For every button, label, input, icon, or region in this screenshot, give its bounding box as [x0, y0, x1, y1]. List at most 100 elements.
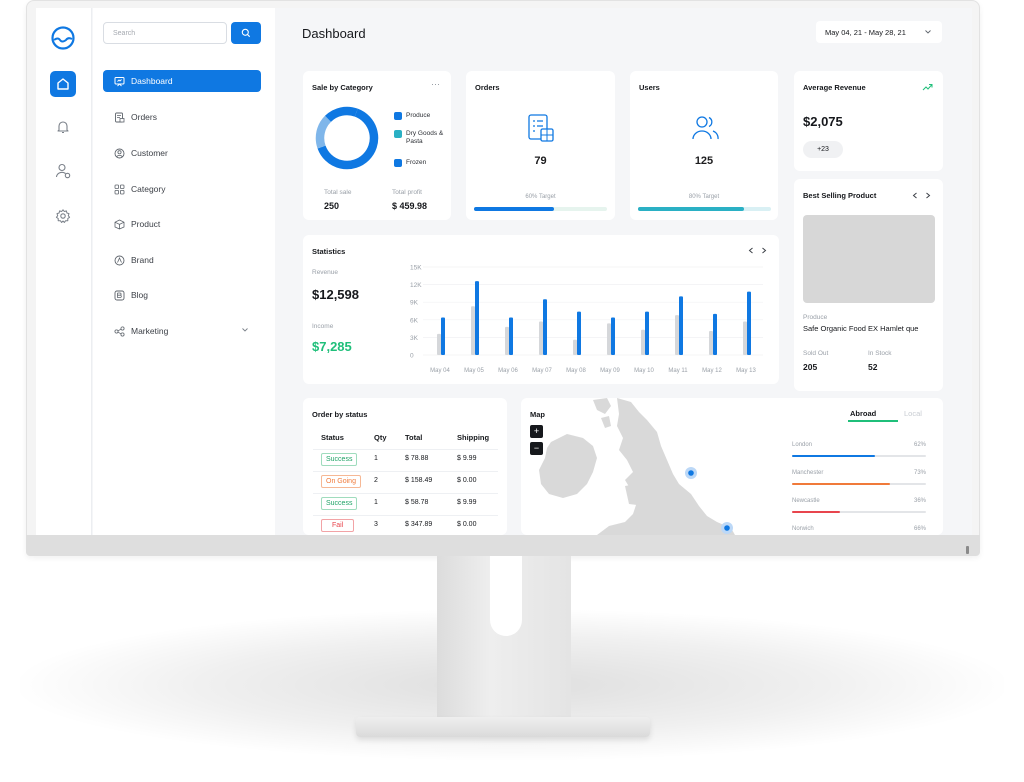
more-menu-icon[interactable]: ··· [431, 79, 440, 89]
x-tick-label: May 06 [498, 368, 518, 374]
card-title: Orders [475, 83, 500, 92]
cell-qty: 2 [374, 477, 378, 484]
x-tick-label: May 13 [736, 368, 756, 374]
bar-secondary[interactable] [539, 321, 543, 355]
chevron-down-icon [925, 30, 931, 34]
date-range-picker[interactable]: May 04, 21 - May 28, 21 [816, 21, 942, 43]
bar-secondary[interactable] [505, 326, 509, 355]
legend-label: Dry Goods & Pasta [406, 130, 444, 145]
zoom-out-button[interactable]: − [530, 442, 543, 455]
bar-primary[interactable] [747, 291, 751, 355]
chevron-left-icon[interactable] [748, 247, 754, 254]
bar-secondary[interactable] [675, 315, 679, 355]
card-title: Order by status [312, 410, 368, 419]
region-name: Newcastle [792, 498, 820, 504]
bar-secondary[interactable] [471, 306, 475, 355]
x-tick-label: May 04 [430, 368, 450, 374]
users-target-label: 80% Target [688, 194, 720, 200]
revenue-badge: +23 [803, 141, 843, 158]
chevron-left-icon[interactable] [912, 192, 918, 199]
monitor-base [356, 717, 650, 737]
settings-icon[interactable] [50, 203, 76, 229]
region-percent: 36% [913, 498, 926, 504]
orders-card: Orders 79 60% Target [466, 71, 615, 220]
column-header-shipping: Shipping [457, 433, 490, 442]
donut-chart [315, 106, 379, 170]
card-title: Best Selling Product [803, 191, 877, 200]
users-icon [692, 116, 719, 140]
in-stock-label: In Stock [868, 350, 892, 357]
chevron-right-icon[interactable] [761, 247, 767, 254]
region-name: Manchester [792, 470, 824, 476]
best-selling-card: Best Selling Product Produce Safe Organi… [794, 179, 943, 391]
column-header-total: Total [405, 433, 423, 442]
average-revenue-card: Average Revenue $2,075 +23 [794, 71, 943, 171]
home-icon[interactable] [50, 71, 76, 97]
bar-primary[interactable] [577, 311, 581, 355]
user-settings-icon[interactable] [50, 158, 76, 184]
bar-primary[interactable] [679, 296, 683, 355]
search-input[interactable]: Search [103, 22, 227, 44]
bar-secondary[interactable] [709, 330, 713, 355]
orders-icon [113, 111, 125, 123]
sidebar-item-label: Dashboard [131, 76, 173, 86]
revenue-value: $12,598 [312, 287, 359, 302]
logo-icon[interactable] [50, 25, 76, 51]
total-profit-value: $ 459.98 [392, 201, 428, 211]
sidebar-item-customer[interactable]: Customer [103, 142, 261, 164]
bar-primary[interactable] [713, 313, 717, 355]
users-progress-track [638, 207, 771, 211]
bar-secondary[interactable] [743, 321, 747, 355]
sidebar-item-dashboard[interactable]: Dashboard [103, 70, 261, 92]
bar-primary[interactable] [543, 299, 547, 355]
column-header-status: Status [321, 433, 344, 442]
sidebar-item-brand[interactable]: Brand [103, 249, 261, 271]
sidebar-item-category[interactable]: Category [103, 178, 261, 200]
sidebar-item-orders[interactable]: Orders [103, 106, 261, 128]
chevron-down-icon[interactable] [241, 327, 249, 333]
date-range-text: May 04, 21 - May 28, 21 [825, 27, 906, 37]
uk-map[interactable] [521, 398, 781, 535]
sidebar-item-product[interactable]: Product [103, 213, 261, 235]
bar-secondary[interactable] [641, 329, 645, 355]
row-divider [313, 471, 498, 472]
bar-secondary[interactable] [607, 323, 611, 355]
card-title: Statistics [312, 247, 346, 256]
bar-primary[interactable] [475, 281, 479, 355]
legend-swatch [394, 159, 402, 167]
zoom-in-button[interactable]: + [530, 425, 543, 438]
region-percent: 62% [913, 442, 926, 448]
sidebar-item-marketing[interactable]: Marketing [103, 320, 261, 342]
region-percent: 73% [913, 470, 926, 476]
x-tick-label: May 08 [566, 368, 586, 374]
bell-icon[interactable] [50, 114, 76, 140]
sidebar-item-blog[interactable]: Blog [103, 284, 261, 306]
monitor-chin [26, 535, 980, 556]
search-button[interactable] [231, 22, 261, 44]
sidebar-item-label: Product [131, 219, 161, 229]
bar-primary[interactable] [441, 317, 445, 355]
tab-abroad[interactable]: Abroad [850, 409, 877, 418]
row-divider [313, 515, 498, 516]
y-tick-label: 15K [410, 265, 422, 272]
product-category: Produce [803, 314, 828, 321]
product-icon [113, 218, 125, 230]
bar-primary[interactable] [645, 311, 649, 355]
legend-dry-goods: Dry Goods & Pasta [394, 130, 444, 146]
bar-secondary[interactable] [437, 333, 441, 355]
sidebar-item-label: Customer [131, 148, 168, 158]
sidebar-item-label: Orders [131, 112, 157, 122]
y-tick-label: 3K [410, 335, 419, 342]
status-badge: Fail [321, 519, 355, 532]
orders-icon [528, 114, 554, 142]
legend-label: Produce [406, 112, 431, 119]
bar-primary[interactable] [611, 317, 615, 355]
chevron-right-icon[interactable] [925, 192, 931, 199]
bar-primary[interactable] [509, 317, 513, 355]
donut-slice-frozen [325, 106, 358, 123]
x-tick-label: May 09 [600, 368, 620, 374]
bar-secondary[interactable] [573, 339, 577, 355]
tab-local[interactable]: Local [904, 409, 922, 418]
product-image[interactable] [803, 215, 935, 303]
cell-qty: 1 [374, 499, 378, 506]
